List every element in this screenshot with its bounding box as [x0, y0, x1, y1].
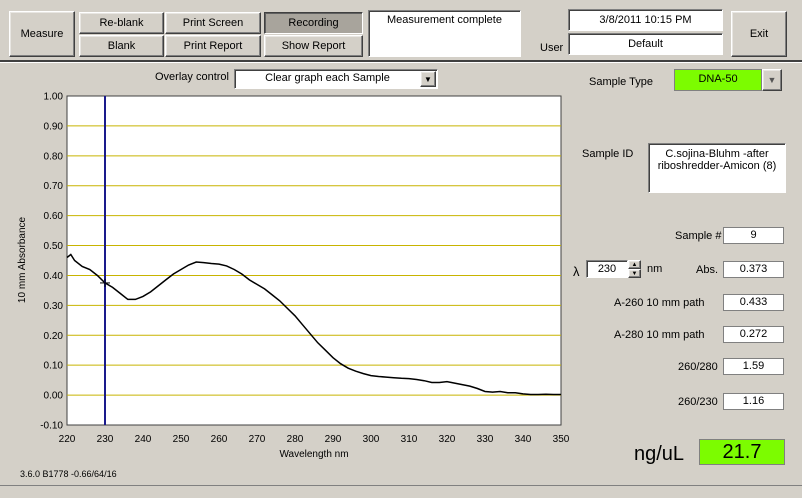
recording-toggle[interactable]: Recording: [264, 12, 363, 34]
y-tick-label: 0.50: [44, 241, 64, 252]
datetime-display: 3/8/2011 10:15 PM: [568, 9, 723, 31]
x-tick-label: 270: [249, 434, 266, 445]
sample-type-select[interactable]: DNA-50 ▼: [674, 69, 784, 91]
show-report-button[interactable]: Show Report: [264, 35, 363, 57]
abs-value: 0.373: [723, 261, 784, 278]
ratio-260-280-value: 1.59: [723, 358, 784, 375]
bottom-border: [0, 485, 802, 486]
y-tick-label: 0.10: [44, 361, 64, 372]
sample-type-label: Sample Type: [589, 76, 654, 88]
concentration-value: 21.7: [699, 439, 785, 465]
y-tick-label: 0.80: [44, 151, 64, 162]
cursor-marker: [100, 278, 110, 287]
sample-type-value: DNA-50: [674, 69, 762, 91]
sample-id-label: Sample ID: [582, 148, 634, 160]
y-tick-label: 0.90: [44, 121, 64, 132]
x-tick-label: 230: [97, 434, 114, 445]
x-tick-label: 250: [173, 434, 190, 445]
a280-label: A-280 10 mm path: [614, 329, 705, 341]
overlay-control-value: Clear graph each Sample: [265, 72, 390, 84]
y-tick-label: 0.30: [44, 301, 64, 312]
version-text: 3.6.0 B1778 -0.66/64/16: [20, 469, 117, 479]
sample-number-label: Sample #: [675, 230, 722, 242]
lambda-symbol: λ: [573, 264, 580, 279]
increment-icon[interactable]: ▲: [628, 260, 641, 269]
x-tick-label: 220: [59, 434, 76, 445]
x-tick-label: 350: [553, 434, 570, 445]
y-tick-label: 1.00: [44, 92, 64, 103]
a260-value: 0.433: [723, 294, 784, 311]
y-tick-label: 0.40: [44, 271, 64, 282]
print-report-button[interactable]: Print Report: [165, 35, 261, 57]
x-tick-label: 240: [135, 434, 152, 445]
wavelength-input[interactable]: 230: [586, 260, 628, 278]
x-tick-label: 310: [401, 434, 418, 445]
ratio-260-230-value: 1.16: [723, 393, 784, 410]
x-tick-label: 290: [325, 434, 342, 445]
abs-label: Abs.: [696, 264, 719, 276]
x-tick-label: 320: [439, 434, 456, 445]
y-tick-label: 0.70: [44, 181, 64, 192]
user-label: User: [540, 42, 564, 54]
print-screen-button[interactable]: Print Screen: [165, 12, 261, 34]
spectrum-line: [66, 253, 561, 396]
nm-unit-label: nm: [647, 263, 663, 275]
concentration-unit: ng/uL: [634, 443, 685, 465]
y-tick-label: 0.20: [44, 331, 64, 342]
y-tick-label: -0.10: [40, 421, 63, 432]
x-axis-label: Wavelength nm: [279, 449, 348, 460]
x-tick-label: 330: [477, 434, 494, 445]
x-tick-label: 340: [515, 434, 532, 445]
chevron-down-icon[interactable]: ▼: [762, 69, 782, 91]
absorbance-chart: -0.10 0.00 0.10 0.20 0.30 0.40 0.50 0.60 0.70 0.8…: [17, 92, 570, 461]
blank-button[interactable]: Blank: [79, 35, 164, 57]
ratio-260-230-label: 260/230: [678, 396, 718, 408]
measure-button[interactable]: Measure: [9, 11, 75, 57]
y-tick-label: 0.60: [44, 211, 64, 222]
y-tick-label: 0.00: [44, 391, 64, 402]
toolbar-divider-highlight: [0, 62, 802, 63]
y-axis-label: 10 mm Absorbance: [17, 216, 28, 303]
a260-label: A-260 10 mm path: [614, 297, 705, 309]
x-tick-label: 260: [211, 434, 228, 445]
user-field: Default: [568, 33, 723, 55]
ratio-260-280-label: 260/280: [678, 361, 718, 373]
overlay-control-select[interactable]: Clear graph each Sample ▼: [234, 69, 438, 89]
x-tick-label: 280: [287, 434, 304, 445]
decrement-icon[interactable]: ▼: [628, 269, 641, 278]
sample-number-value: 9: [723, 227, 784, 244]
plot-area: [66, 95, 562, 426]
toolbar-divider: [0, 60, 802, 62]
x-tick-label: 300: [363, 434, 380, 445]
chevron-down-icon[interactable]: ▼: [420, 71, 436, 87]
a280-value: 0.272: [723, 326, 784, 343]
reblank-button[interactable]: Re-blank: [79, 12, 164, 34]
status-message: Measurement complete: [368, 10, 521, 57]
sample-id-field[interactable]: C.sojina-Bluhm -after riboshredder-Amico…: [648, 143, 786, 193]
exit-button[interactable]: Exit: [731, 11, 787, 57]
overlay-control-label: Overlay control: [155, 71, 229, 83]
wavelength-stepper[interactable]: 230 ▲ ▼: [586, 260, 643, 278]
